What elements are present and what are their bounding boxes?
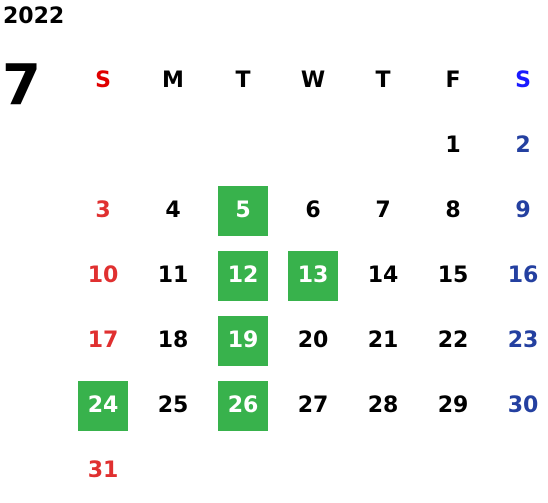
day-number: 31: [87, 458, 119, 483]
empty-cell: [348, 113, 418, 178]
day-cell-21[interactable]: 21: [348, 308, 418, 373]
day-cell-3[interactable]: 3: [68, 178, 138, 243]
calendar-grid: S M T W T F S 1 2 3 4 5 6 7 8 9 10 11 12 13 14 15 16 17 18 19 20 21…: [68, 48, 548, 503]
day-number: 3: [95, 198, 111, 223]
day-cell-10[interactable]: 10: [68, 243, 138, 308]
day-number: 6: [305, 198, 321, 223]
day-cell-14[interactable]: 14: [348, 243, 418, 308]
day-cell-29[interactable]: 29: [418, 373, 488, 438]
day-cell-5[interactable]: 5: [208, 178, 278, 243]
day-cell-23[interactable]: 23: [488, 308, 548, 373]
day-number: 10: [87, 263, 119, 288]
day-number: 21: [367, 328, 399, 353]
day-cell-27[interactable]: 27: [278, 373, 348, 438]
day-number: 16: [507, 263, 539, 288]
empty-cell: [208, 113, 278, 178]
day-number: 28: [367, 393, 399, 418]
month-number: 7: [2, 53, 41, 118]
empty-cell: [138, 113, 208, 178]
day-number: 22: [437, 328, 469, 353]
day-number: 5: [218, 185, 268, 236]
day-cell-13[interactable]: 13: [278, 243, 348, 308]
day-number: 29: [437, 393, 469, 418]
day-cell-31[interactable]: 31: [68, 438, 138, 503]
day-number: 26: [218, 380, 268, 431]
weekday-header-thursday: T: [375, 68, 391, 93]
day-cell-26[interactable]: 26: [208, 373, 278, 438]
day-cell-20[interactable]: 20: [278, 308, 348, 373]
day-cell-19[interactable]: 19: [208, 308, 278, 373]
day-cell-12[interactable]: 12: [208, 243, 278, 308]
day-cell-17[interactable]: 17: [68, 308, 138, 373]
day-number: 30: [507, 393, 539, 418]
day-number: 13: [288, 250, 338, 301]
day-number: 1: [445, 133, 461, 158]
weekday-header-monday: M: [162, 68, 184, 93]
day-number: 4: [165, 198, 181, 223]
day-cell-9[interactable]: 9: [488, 178, 548, 243]
day-cell-15[interactable]: 15: [418, 243, 488, 308]
weekday-header-saturday: S: [515, 68, 531, 93]
day-cell-7[interactable]: 7: [348, 178, 418, 243]
day-cell-24[interactable]: 24: [68, 373, 138, 438]
day-number: 24: [78, 380, 128, 431]
day-cell-18[interactable]: 18: [138, 308, 208, 373]
day-cell-4[interactable]: 4: [138, 178, 208, 243]
day-number: 2: [515, 133, 531, 158]
day-cell-6[interactable]: 6: [278, 178, 348, 243]
day-number: 7: [375, 198, 391, 223]
empty-cell: [278, 113, 348, 178]
day-cell-22[interactable]: 22: [418, 308, 488, 373]
day-number: 20: [297, 328, 329, 353]
weekday-header-tuesday: T: [235, 68, 251, 93]
day-cell-16[interactable]: 16: [488, 243, 548, 308]
day-number: 17: [87, 328, 119, 353]
day-cell-28[interactable]: 28: [348, 373, 418, 438]
day-cell-11[interactable]: 11: [138, 243, 208, 308]
year-label: 2022: [3, 4, 65, 29]
day-number: 8: [445, 198, 461, 223]
day-number: 15: [437, 263, 469, 288]
day-cell-25[interactable]: 25: [138, 373, 208, 438]
day-number: 19: [218, 315, 268, 366]
day-number: 9: [515, 198, 531, 223]
weekday-header-sunday: S: [95, 68, 111, 93]
day-number: 18: [157, 328, 189, 353]
weekday-header-wednesday: W: [300, 68, 326, 93]
empty-cell: [68, 113, 138, 178]
day-number: 14: [367, 263, 399, 288]
day-number: 23: [507, 328, 539, 353]
day-cell-30[interactable]: 30: [488, 373, 548, 438]
day-cell-1[interactable]: 1: [418, 113, 488, 178]
day-cell-2[interactable]: 2: [488, 113, 548, 178]
day-number: 11: [157, 263, 189, 288]
day-number: 12: [218, 250, 268, 301]
day-cell-8[interactable]: 8: [418, 178, 488, 243]
day-number: 27: [297, 393, 329, 418]
day-number: 25: [157, 393, 189, 418]
weekday-header-friday: F: [445, 68, 461, 93]
